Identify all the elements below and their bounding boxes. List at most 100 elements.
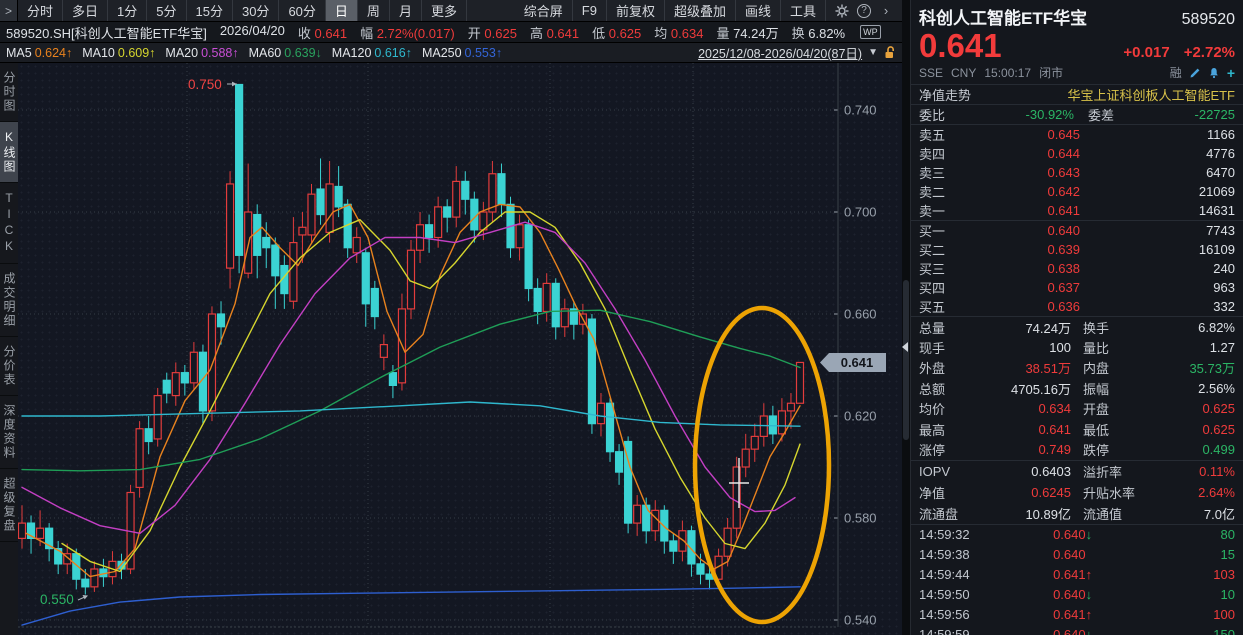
edit-pencil-icon[interactable]: [1189, 67, 1201, 79]
book-row[interactable]: 卖一 0.641 14631: [911, 201, 1243, 220]
candle: [524, 224, 533, 290]
period-tab[interactable]: 1分: [108, 0, 148, 21]
book-row[interactable]: 卖五 0.645 1166: [911, 125, 1243, 144]
candle: [198, 351, 208, 412]
candle: [298, 226, 307, 236]
sidebar-expand-button[interactable]: >: [0, 0, 18, 21]
add-to-watchlist-icon[interactable]: +: [1226, 64, 1235, 81]
info-label: 均: [654, 25, 671, 41]
period-tab[interactable]: 更多: [422, 0, 467, 21]
period-tab[interactable]: 5分: [147, 0, 187, 21]
book-price[interactable]: 0.639: [1047, 242, 1081, 257]
weibi-label: 委比: [919, 108, 946, 123]
tick-price: 0.640: [1053, 587, 1086, 603]
candle: [452, 180, 461, 218]
menu-item[interactable]: 工具: [781, 0, 826, 21]
splitter-handle[interactable]: [903, 280, 909, 440]
tick-time: 14:59:38: [919, 547, 970, 563]
nav-trend-row[interactable]: 净值走势 华宝上证科创板人工智能ETF: [911, 84, 1243, 104]
sidebar-item-K线图[interactable]: K线图: [0, 122, 18, 183]
book-row[interactable]: 买二 0.639 16109: [911, 240, 1243, 259]
chevron-down-icon[interactable]: ▼: [868, 47, 878, 58]
menu-item[interactable]: 综合屏: [515, 0, 573, 21]
sidebar-item-成交明细[interactable]: 成交明细: [0, 264, 18, 337]
sidebar-item-分价表[interactable]: 分价表: [0, 337, 18, 396]
period-tab[interactable]: 日: [325, 0, 358, 21]
tick-row: 14:59:44 0.641 ↑ 103: [911, 565, 1243, 585]
book-row[interactable]: 买四 0.637 963: [911, 278, 1243, 297]
book-row[interactable]: 卖二 0.642 21069: [911, 182, 1243, 201]
period-tab[interactable]: 多日: [63, 0, 109, 21]
wp-badge-icon[interactable]: WP: [860, 25, 881, 39]
menu-item[interactable]: 超级叠加: [665, 0, 736, 21]
date-range-label[interactable]: 2025/12/08-2026/04/20(87日): [698, 47, 863, 61]
stat-label: 振幅: [1083, 381, 1110, 397]
ma-item: MA120 0.616↑: [332, 46, 412, 60]
period-tab[interactable]: 月: [390, 0, 422, 21]
menu-item[interactable]: 前复权: [607, 0, 665, 21]
tick-volume: 80: [1220, 527, 1235, 543]
sidebar-item-深度资料[interactable]: 深度资料: [0, 396, 18, 469]
book-row[interactable]: 卖四 0.644 4776: [911, 144, 1243, 163]
candle: [352, 236, 361, 254]
ma-indicator-bar: MA5 0.624↑ MA10 0.609↑ MA20 0.588↑ MA60 0.639↓ M…: [0, 43, 902, 63]
stat-label: 净值: [919, 485, 946, 501]
chevron-right-icon[interactable]: ›: [883, 3, 889, 18]
book-price[interactable]: 0.644: [1047, 146, 1081, 161]
tick-row: 14:59:50 0.640 ↓ 10: [911, 585, 1243, 605]
info-segment: 开 0.625: [468, 23, 517, 42]
book-volume: 4776: [1206, 146, 1235, 161]
candle: [461, 180, 470, 200]
period-tab[interactable]: 周: [358, 0, 390, 21]
book-price[interactable]: 0.638: [1047, 261, 1081, 276]
book-price[interactable]: 0.643: [1047, 165, 1081, 180]
book-price[interactable]: 0.637: [1047, 280, 1081, 295]
collapse-left-icon[interactable]: [902, 342, 908, 352]
gear-icon[interactable]: [834, 3, 850, 19]
book-price[interactable]: 0.645: [1047, 127, 1081, 142]
tick-row: 14:59:56 0.641 ↑ 100: [911, 605, 1243, 625]
tick-price: 0.641: [1053, 607, 1086, 623]
alert-bell-icon[interactable]: [1208, 67, 1220, 79]
book-price[interactable]: 0.641: [1047, 203, 1081, 218]
period-tab[interactable]: 15分: [187, 0, 233, 21]
candlestick-chart[interactable]: 0.740 0.700 0.660 0.620 0.580 0.540 0.750 0.550…: [18, 63, 902, 635]
toolbar-spacer: [467, 0, 515, 21]
stat-row: 流通盘 10.89亿 流通值 7.0亿: [911, 503, 1243, 524]
panel-splitter[interactable]: [902, 0, 910, 635]
period-tab[interactable]: 分时: [18, 0, 64, 21]
book-row[interactable]: 买一 0.640 7743: [911, 221, 1243, 240]
candle: [614, 451, 624, 473]
help-icon[interactable]: ?: [856, 3, 872, 19]
bid-book: 买一 0.640 7743 买二 0.639 16109 买三 0.638 240 买四 0.637…: [911, 220, 1243, 316]
candle: [72, 553, 81, 580]
book-row[interactable]: 买三 0.638 240: [911, 259, 1243, 278]
menu-item[interactable]: F9: [573, 0, 607, 21]
info-segment: 高 0.641: [530, 23, 579, 42]
book-price[interactable]: 0.640: [1047, 223, 1081, 238]
book-row[interactable]: 卖三 0.643 6470: [911, 163, 1243, 182]
candle: [26, 522, 36, 540]
book-price[interactable]: 0.636: [1047, 299, 1081, 314]
menu-item[interactable]: 画线: [736, 0, 781, 21]
period-tab[interactable]: 60分: [279, 0, 326, 21]
book-level-label: 买四: [919, 281, 946, 296]
sidebar-item-分时图[interactable]: 分时图: [0, 63, 18, 122]
candle: [669, 540, 678, 552]
book-row[interactable]: 买五 0.636 332: [911, 297, 1243, 316]
info-segment: 换 6.82%: [792, 23, 846, 42]
period-tab[interactable]: 30分: [233, 0, 280, 21]
ma-item: MA20 0.588↑: [165, 46, 238, 60]
time-sales-list: 14:59:32 0.640 ↓ 80 14:59:38 0.640 15 14:59:44 0…: [911, 523, 1243, 635]
toolbar-menu: 综合屏 F9 前复权 超级叠加 画线 工具: [515, 0, 826, 21]
ma-value: 0.609↑: [117, 45, 156, 60]
y-axis-label: 0.540: [844, 613, 877, 628]
sidebar-item-TICK[interactable]: TICK: [0, 183, 18, 264]
candle: [795, 361, 805, 404]
stock-name: 科创人工智能ETF华宝: [919, 9, 1088, 28]
sidebar-item-超级复盘[interactable]: 超级复盘: [0, 469, 18, 542]
book-price[interactable]: 0.642: [1047, 184, 1081, 199]
candle: [560, 308, 569, 328]
unlocked-padlock-icon[interactable]: [884, 46, 896, 59]
tick-row: 14:59:32 0.640 ↓ 80: [911, 525, 1243, 545]
